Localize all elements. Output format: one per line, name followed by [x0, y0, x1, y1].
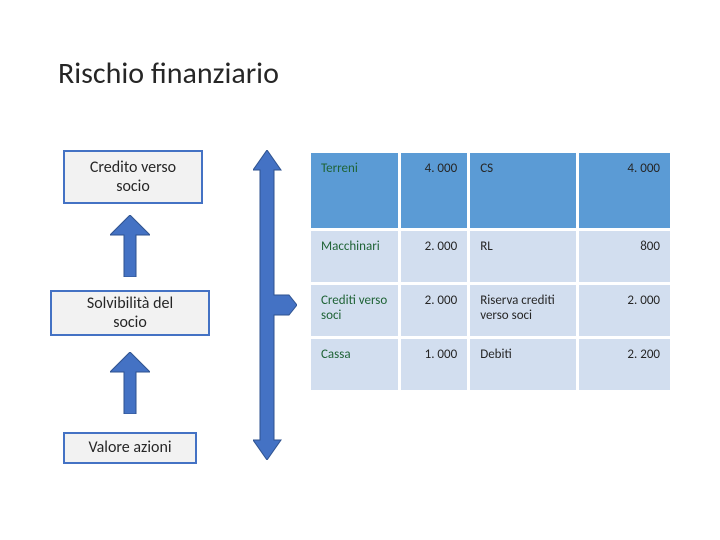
flow-box-label: Valore azioni: [88, 438, 171, 457]
table-cell: 800: [578, 230, 672, 284]
table-cell: 4. 000: [399, 152, 468, 230]
flow-box-credito: Credito versosocio: [63, 150, 203, 204]
table-row: Terreni4. 000CS4. 000: [310, 152, 672, 230]
arrow-up-icon: [110, 352, 150, 414]
table-cell: Riserva crediti verso soci: [469, 284, 578, 338]
table-row: Cassa1. 000Debiti2. 200: [310, 338, 672, 392]
table-cell: 2. 000: [578, 284, 672, 338]
table-cell: Terreni: [310, 152, 400, 230]
bracket-double-arrow-icon: [253, 150, 297, 460]
table-cell: Crediti verso soci: [310, 284, 400, 338]
table-cell: 2. 000: [399, 284, 468, 338]
flow-box-label: Solvibilità delsocio: [87, 294, 173, 332]
table-cell: 2. 200: [578, 338, 672, 392]
table-cell: Cassa: [310, 338, 400, 392]
table-cell: 2. 000: [399, 230, 468, 284]
balance-table: Terreni4. 000CS4. 000Macchinari2. 000RL8…: [308, 150, 673, 393]
table-row: Crediti verso soci2. 000Riserva crediti …: [310, 284, 672, 338]
table-row: Macchinari2. 000RL800: [310, 230, 672, 284]
flow-box-label: Credito versosocio: [90, 158, 176, 196]
table-cell: CS: [469, 152, 578, 230]
table-cell: RL: [469, 230, 578, 284]
flow-box-solvibilita: Solvibilità delsocio: [50, 290, 210, 336]
page-title: Rischio finanziario: [58, 55, 279, 92]
arrow-up-icon: [110, 215, 150, 277]
flow-box-valore: Valore azioni: [63, 432, 197, 464]
table-cell: 1. 000: [399, 338, 468, 392]
table-cell: 4. 000: [578, 152, 672, 230]
table-cell: Macchinari: [310, 230, 400, 284]
table-cell: Debiti: [469, 338, 578, 392]
